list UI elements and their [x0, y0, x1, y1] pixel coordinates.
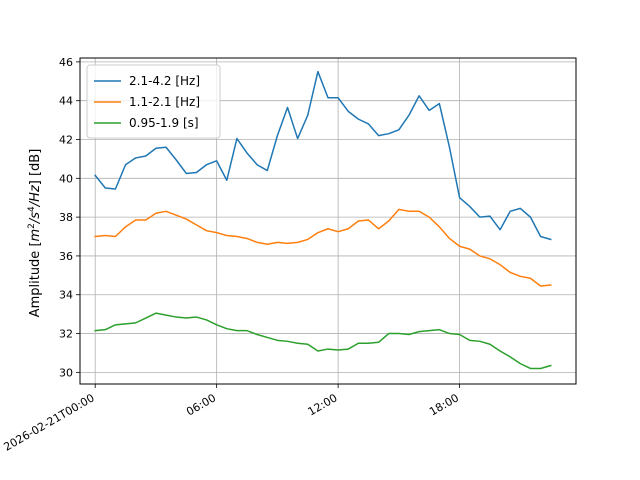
y-axis: 30 32 34 36 38 40 42 44 46 — [59, 56, 80, 379]
y-tick-label: 40 — [59, 172, 73, 185]
legend-label: 2.1-4.2 [Hz] — [129, 74, 200, 88]
y-tick-label: 44 — [59, 95, 73, 108]
plot-frame — [79, 57, 577, 385]
y-tick-label: 32 — [59, 328, 73, 341]
y-axis-label: Amplitude [m2/s4/Hz] [dB] — [27, 149, 43, 318]
series-line — [94, 312, 552, 370]
y-tick-label: 38 — [59, 211, 73, 224]
legend-label: 1.1-2.1 [Hz] — [129, 95, 200, 109]
y-tick-label: 34 — [59, 289, 73, 302]
grid — [80, 58, 576, 384]
y-tick-label: 30 — [59, 366, 73, 379]
legend-label: 0.95-1.9 [s] — [129, 116, 199, 130]
series-line — [94, 208, 552, 287]
legend: 2.1-4.2 [Hz] 1.1-2.1 [Hz] 0.95-1.9 [s] — [86, 64, 221, 139]
y-tick-label: 36 — [59, 250, 73, 263]
y-tick-label: 42 — [59, 134, 73, 147]
y-tick-label: 46 — [59, 56, 73, 69]
series-lines — [94, 70, 552, 370]
series-line — [94, 70, 552, 241]
legend-box — [86, 64, 221, 139]
